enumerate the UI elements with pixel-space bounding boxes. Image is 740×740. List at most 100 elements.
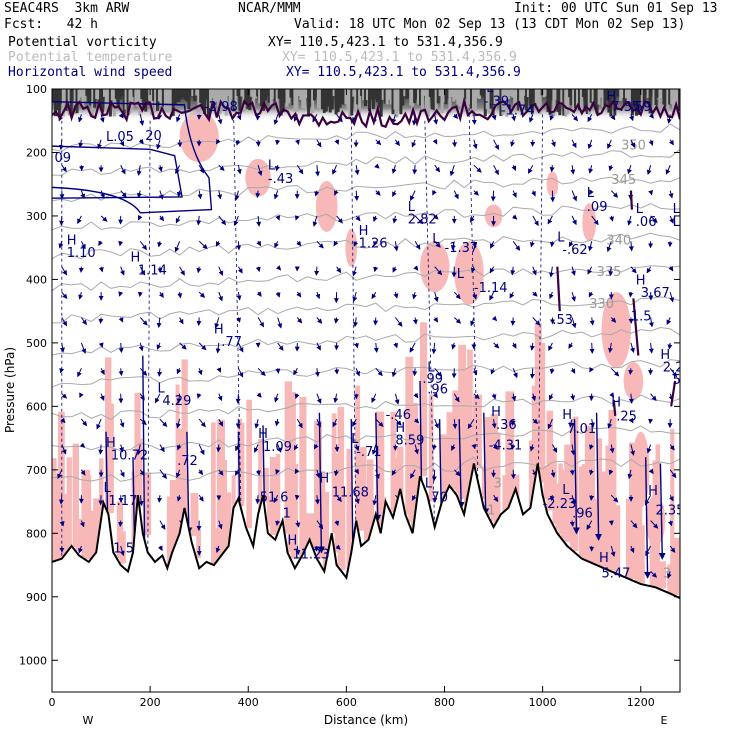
east-label: E xyxy=(661,714,668,727)
wind-arrow xyxy=(608,266,614,277)
wind-arrow xyxy=(175,418,181,429)
wind-arrow xyxy=(648,418,654,425)
y-tick-label: 800 xyxy=(26,527,47,540)
extremum-label: 10.72 xyxy=(111,449,148,464)
wind-arrow xyxy=(453,291,461,300)
wind-arrow xyxy=(156,139,161,150)
extremum-value: 1.26 xyxy=(359,237,388,252)
stratosphere-streak xyxy=(634,89,638,116)
wind-arrow xyxy=(255,469,261,476)
wind-arrow xyxy=(669,215,674,224)
wind-arrow xyxy=(373,342,379,353)
pv-shaded-region xyxy=(258,438,263,515)
wind-arrow xyxy=(392,190,397,198)
wind-arrow xyxy=(432,392,438,399)
wind-arrow xyxy=(294,215,300,221)
wind-arrow xyxy=(353,342,359,349)
wind-arrow xyxy=(549,495,555,502)
stratosphere-streak xyxy=(338,89,342,108)
wind-arrow xyxy=(235,393,241,404)
wind-arrow xyxy=(434,164,441,173)
wind-arrow xyxy=(197,368,203,376)
extremum-label: -.62 xyxy=(562,243,587,258)
wind-arrow xyxy=(316,342,321,351)
stratosphere-streak xyxy=(258,89,262,104)
wind-arrow xyxy=(393,342,398,349)
wind-arrow xyxy=(316,393,322,404)
wind-arrow xyxy=(275,215,281,221)
wind-arrow xyxy=(78,114,83,123)
stratosphere-streak xyxy=(513,89,517,111)
stratosphere-streak xyxy=(187,89,191,110)
extrema-labels: 09L.05 20-2.98L-.39-1.74H7.35.59L-.43L.09… xyxy=(55,89,681,582)
wind-arrow xyxy=(669,469,677,479)
wind-arrow xyxy=(630,266,637,274)
stratosphere-streak xyxy=(381,89,385,100)
wind-arrow xyxy=(196,393,202,399)
extremum-label: L xyxy=(673,215,681,230)
extremum-label: H xyxy=(491,405,501,420)
extremum-label: L xyxy=(104,481,112,496)
wind-arrow xyxy=(532,215,539,227)
wind-arrow xyxy=(588,291,594,298)
stratosphere-streak xyxy=(585,89,589,114)
extremum-value: .96 xyxy=(572,506,593,521)
extremum-label: 1.5 xyxy=(113,541,134,556)
stratosphere-streak xyxy=(220,89,224,103)
stratosphere-streak xyxy=(330,89,334,110)
pv-contour-segment xyxy=(632,298,640,356)
pv-shaded-region xyxy=(555,483,561,530)
stratosphere-streak xyxy=(621,89,625,98)
stratosphere-streak xyxy=(303,89,307,109)
theta-contour xyxy=(52,148,680,176)
wind-arrow xyxy=(296,164,304,175)
stratosphere-streak xyxy=(517,89,521,111)
wind-arrow xyxy=(414,444,419,455)
stratosphere-streak xyxy=(511,89,515,98)
extremum-value: .72 xyxy=(177,454,198,469)
stratosphere-streak xyxy=(434,89,438,116)
wind-arrow xyxy=(139,114,145,126)
wind-arrow xyxy=(218,291,223,302)
stratosphere-streak xyxy=(309,89,313,107)
wind-arrow xyxy=(571,190,577,202)
wind-arrow xyxy=(432,444,437,451)
extremum-value: 7.35 xyxy=(611,100,640,115)
wind-arrow xyxy=(610,367,620,377)
field-xy-theta: XY= 110.5,423.1 to 531.4,356.9 xyxy=(282,50,517,65)
wind-arrow xyxy=(511,342,517,349)
extremum-label: 1.17 xyxy=(108,494,137,509)
wind-arrow-long xyxy=(141,355,149,560)
wind-arrow xyxy=(354,190,360,202)
stratosphere-streak xyxy=(212,89,216,110)
wind-arrow xyxy=(668,190,674,199)
stratosphere-streak xyxy=(315,89,318,97)
pv-shaded-region xyxy=(337,406,345,567)
stratosphere-streak xyxy=(642,89,646,105)
wind-arrow xyxy=(119,139,125,147)
wind-arrow xyxy=(139,317,148,326)
extremum-label: L xyxy=(562,483,570,498)
wind-arrow xyxy=(237,342,244,353)
pv-shaded-region xyxy=(405,356,414,515)
wind-arrow xyxy=(119,545,125,557)
wind-arrow xyxy=(314,190,320,197)
wind-arrow xyxy=(333,393,339,404)
pv-shaded-region xyxy=(290,463,298,559)
stratosphere-streak xyxy=(362,89,366,101)
stratosphere-streak xyxy=(269,89,273,107)
wind-arrow xyxy=(157,266,163,274)
extremum-label: H xyxy=(67,234,77,249)
stratosphere-streak xyxy=(426,89,430,117)
wind-arrow xyxy=(215,545,221,553)
wind-arrow xyxy=(373,240,378,247)
stratosphere-streak xyxy=(448,89,452,114)
wind-arrow xyxy=(529,114,534,123)
stratosphere-streak xyxy=(61,89,65,117)
stratosphere-streak xyxy=(583,89,587,112)
extremum-kind: H xyxy=(106,436,116,451)
stratosphere-streak xyxy=(646,89,650,98)
wind-arrow-long xyxy=(595,412,603,541)
extremum-label: 1.09 xyxy=(263,440,292,455)
extremum-label: 6 xyxy=(280,491,288,506)
